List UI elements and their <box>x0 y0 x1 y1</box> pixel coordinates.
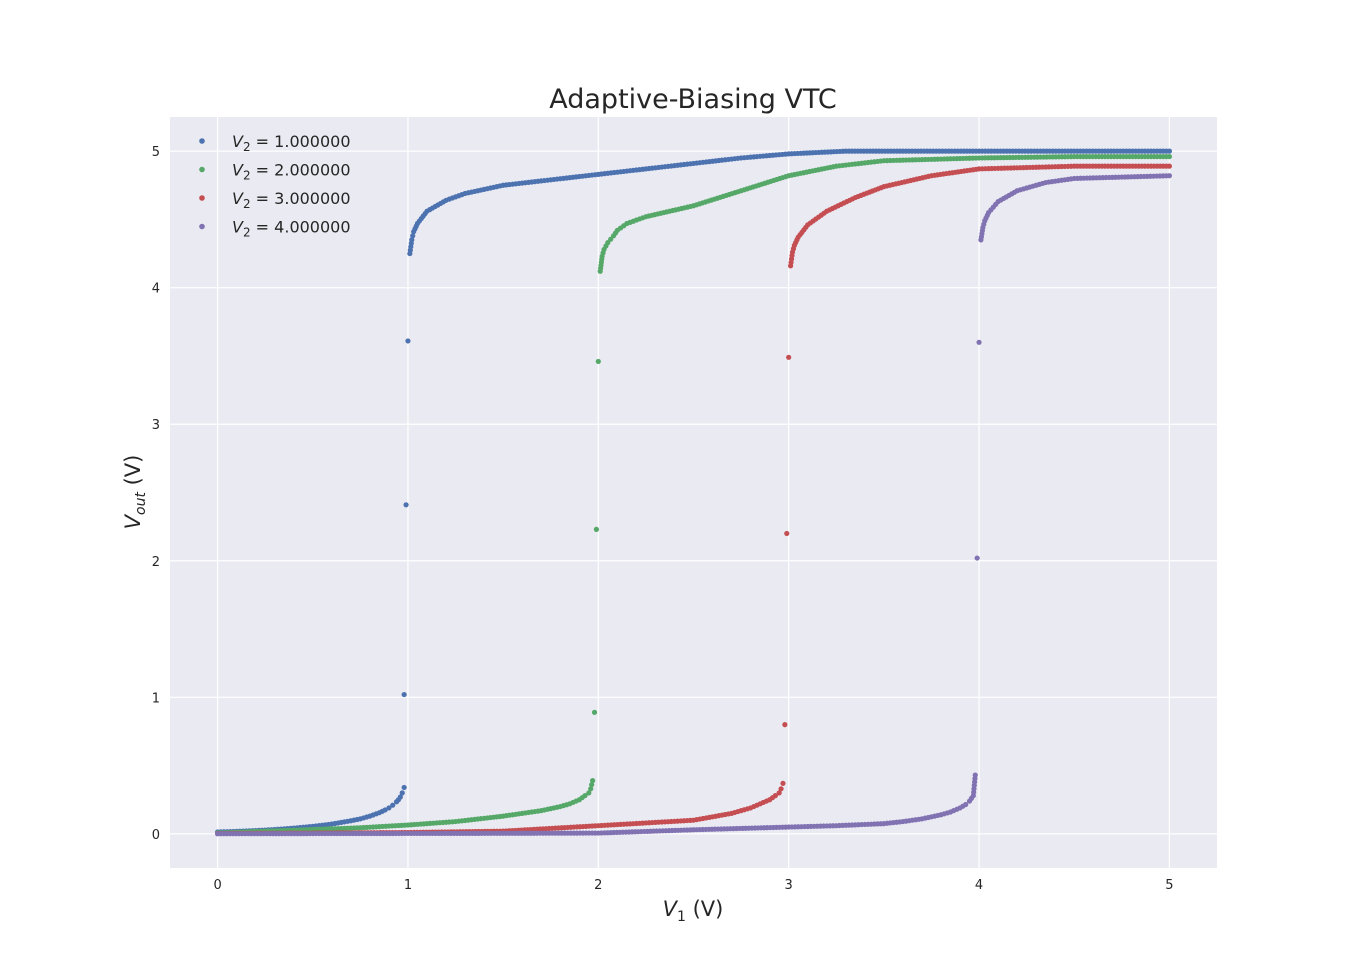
data-point <box>1166 148 1173 154</box>
x-tick-label: 2 <box>594 878 602 893</box>
data-point <box>963 801 969 808</box>
y-tick-label: 5 <box>152 145 160 160</box>
data-point <box>409 237 415 243</box>
legend-label-main: V <box>232 161 244 180</box>
legend-label-value: = 3.000000 <box>251 189 351 208</box>
data-point <box>1166 173 1173 179</box>
x-tick-label: 1 <box>404 878 412 893</box>
data-point <box>772 793 778 799</box>
y-tick-label: 0 <box>152 828 160 843</box>
x-tick-label: 5 <box>1165 878 1173 893</box>
data-point <box>782 722 788 728</box>
y-axis-label-unit: (V) <box>121 455 145 492</box>
y-tick-label: 2 <box>152 555 160 570</box>
y-axis-label-sub: out <box>133 492 149 515</box>
legend-marker <box>199 138 205 144</box>
legend-label-main: V <box>232 189 244 208</box>
data-point <box>1166 153 1173 160</box>
data-point <box>593 526 600 532</box>
y-tick-label: 1 <box>152 691 160 706</box>
x-tick-label: 3 <box>785 878 793 893</box>
x-axis-label-unit: (V) <box>686 897 723 921</box>
data-point <box>595 358 601 365</box>
data-point <box>589 782 595 788</box>
legend-label-main: V <box>232 132 244 151</box>
series-2-points <box>214 153 1173 836</box>
data-points <box>214 148 1173 837</box>
series-4-points <box>214 173 1173 837</box>
chart-title: Adaptive-Biasing VTC <box>549 84 836 115</box>
data-point <box>386 805 392 811</box>
legend-marker <box>199 166 205 173</box>
data-point <box>410 233 416 239</box>
legend-label: V2 = 1.000000 <box>232 132 351 154</box>
legend-label-sub: 2 <box>243 140 251 154</box>
data-point <box>590 778 596 784</box>
x-axis-label-sub: 1 <box>677 909 686 925</box>
data-point <box>588 786 594 792</box>
data-point <box>972 772 978 778</box>
legend-label-main: V <box>232 218 244 237</box>
legend-label: V2 = 2.000000 <box>232 161 351 183</box>
y-axis-label: Vout (V) <box>121 455 149 530</box>
legend-label-value: = 2.000000 <box>251 161 351 180</box>
data-point <box>382 807 388 813</box>
x-tick-label: 4 <box>975 878 983 893</box>
legend-label: V2 = 3.000000 <box>232 189 351 211</box>
legend-marker <box>199 223 205 230</box>
legend-label-sub: 2 <box>243 226 251 240</box>
y-axis-label-main: V <box>121 513 145 529</box>
data-point <box>974 555 980 561</box>
plot-area <box>170 117 1217 868</box>
x-tick-labels: 0 1 2 3 4 5 <box>213 878 1173 893</box>
data-point <box>778 786 784 792</box>
x-axis-label-main: V <box>663 897 679 921</box>
data-point <box>605 240 611 246</box>
grid-lines <box>170 117 1217 868</box>
x-tick-label: 0 <box>213 878 221 893</box>
data-point <box>786 354 792 360</box>
data-point <box>582 793 588 799</box>
data-point <box>608 236 614 242</box>
data-point <box>401 691 407 698</box>
data-point <box>401 784 407 791</box>
data-point <box>591 709 598 715</box>
data-point <box>976 339 982 345</box>
data-point <box>586 790 592 796</box>
data-point <box>780 780 786 786</box>
y-tick-labels: 0 1 2 3 4 5 <box>152 145 160 843</box>
legend-label-sub: 2 <box>243 197 251 211</box>
data-point <box>390 802 396 808</box>
legend-label: V2 = 4.000000 <box>232 218 351 240</box>
data-point <box>776 790 782 796</box>
y-tick-label: 4 <box>152 282 160 297</box>
legend-marker <box>199 195 205 201</box>
legend-label-sub: 2 <box>243 169 251 183</box>
data-point <box>784 530 790 537</box>
y-tick-label: 3 <box>152 418 160 433</box>
data-point <box>405 338 411 344</box>
data-point <box>1166 163 1173 169</box>
data-point <box>399 790 405 796</box>
data-point <box>403 502 409 508</box>
x-axis-label: V1 (V) <box>663 897 724 925</box>
legend-label-value: = 4.000000 <box>251 218 351 237</box>
legend-label-value: = 1.000000 <box>251 132 351 151</box>
data-point <box>397 794 403 800</box>
